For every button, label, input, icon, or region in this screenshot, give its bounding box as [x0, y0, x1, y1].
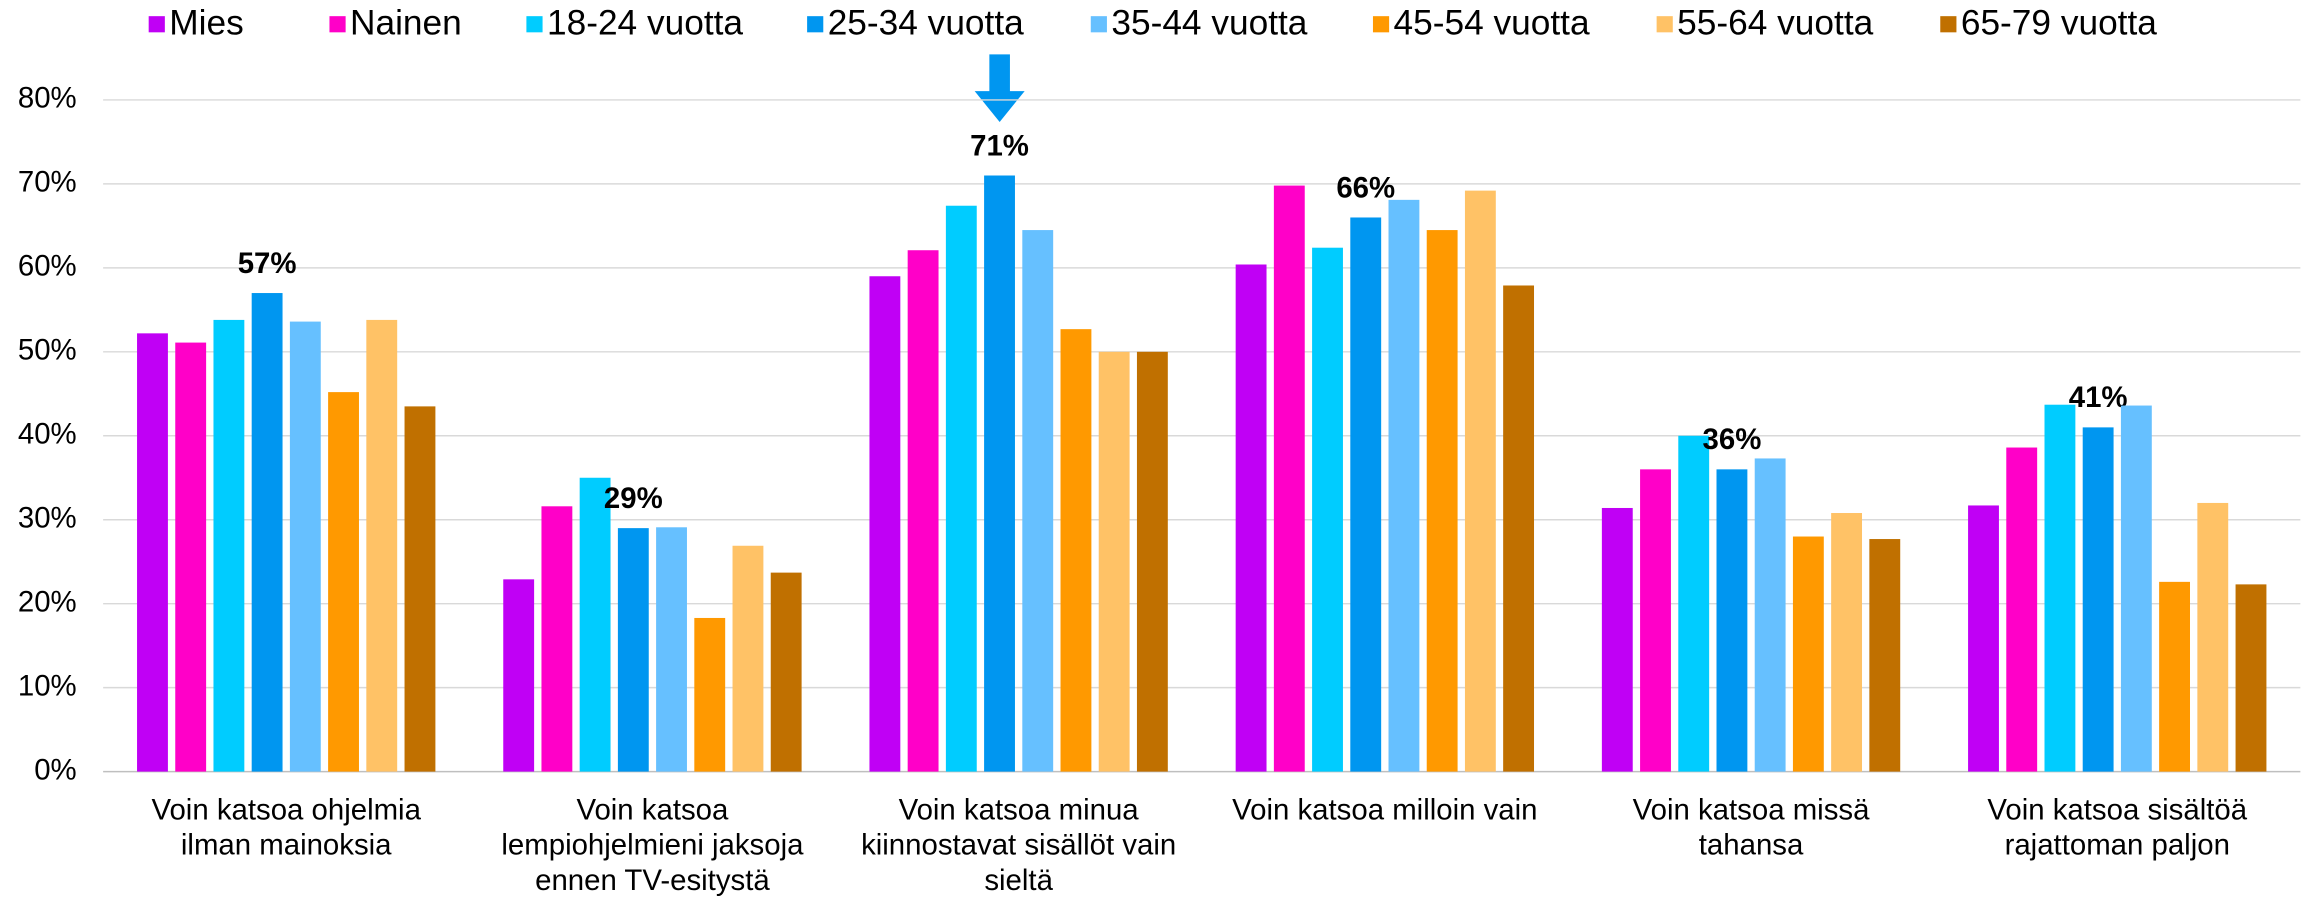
y-tick-label: 0%	[34, 753, 76, 786]
y-tick-label: 10%	[18, 669, 77, 702]
bar	[617, 528, 649, 772]
y-tick-label: 50%	[18, 334, 77, 367]
bar	[1968, 505, 1999, 772]
bar	[1831, 513, 1863, 772]
bar	[1716, 469, 1748, 772]
bar	[251, 293, 283, 772]
bar	[1273, 185, 1305, 772]
bar	[1464, 190, 1496, 772]
x-tick-label: Voin katsoa milloin vain	[1232, 793, 1537, 826]
bar	[1792, 536, 1824, 772]
bar	[541, 506, 573, 772]
data-label: 66%	[1336, 171, 1395, 204]
bar	[2082, 427, 2114, 772]
legend-label: Nainen	[350, 3, 462, 42]
legend-swatch	[1090, 16, 1107, 33]
legend-swatch	[148, 16, 165, 33]
bar	[1098, 351, 1130, 772]
x-tick-label: Voin katsoa lempiohjelmieni jaksoja ennen …	[501, 793, 804, 897]
y-tick-label: 40%	[18, 418, 77, 451]
bar	[366, 319, 398, 772]
data-label: 29%	[604, 482, 663, 515]
data-label: 36%	[1703, 423, 1762, 456]
data-label: 57%	[238, 247, 297, 280]
y-tick-label: 30%	[18, 501, 77, 534]
bar	[732, 545, 764, 772]
bar	[1678, 435, 1710, 772]
bar	[2044, 404, 2076, 772]
legend-label: Mies	[169, 3, 243, 42]
bar	[1136, 351, 1168, 772]
bar	[1426, 230, 1458, 772]
bar	[1754, 458, 1786, 772]
bar	[1350, 217, 1382, 772]
bar	[1503, 285, 1535, 772]
bar	[1060, 329, 1092, 772]
bar	[656, 527, 687, 772]
data-label: 71%	[970, 129, 1029, 162]
bar	[1601, 507, 1633, 772]
bar	[984, 175, 1015, 772]
bar	[945, 205, 977, 772]
bar	[1022, 230, 1054, 772]
x-tick-label: Voin katsoa ohjelmia ilman mainoksia	[152, 793, 422, 861]
bar	[503, 579, 535, 772]
x-tick-label: Voin katsoa minua kiinnostavat sisällöt v…	[861, 793, 1176, 897]
bar	[694, 617, 726, 772]
bar	[1312, 247, 1343, 772]
bar	[907, 250, 939, 772]
bar	[1640, 469, 1671, 772]
legend-label: 55-64 vuotta	[1677, 3, 1873, 42]
bar	[770, 572, 802, 772]
bar	[2159, 581, 2191, 772]
highlight-arrow	[974, 54, 1025, 122]
bar	[2197, 502, 2229, 772]
x-tick-label: Voin katsoa missä tahansa	[1633, 793, 1870, 861]
bar	[175, 342, 207, 772]
y-tick-label: 80%	[18, 82, 77, 115]
legend-swatch	[807, 16, 824, 33]
bar	[1388, 199, 1420, 772]
legend-swatch	[526, 16, 543, 33]
bar	[404, 406, 436, 772]
bar	[1235, 264, 1267, 772]
bar	[1869, 539, 1901, 772]
y-tick-label: 60%	[18, 250, 77, 283]
y-tick-label: 70%	[18, 166, 77, 199]
legend-swatch	[1656, 16, 1673, 33]
y-tick-label: 20%	[18, 585, 77, 618]
bar	[289, 321, 321, 772]
bar	[328, 392, 359, 772]
bar	[2006, 447, 2038, 772]
legend-label: 35-44 vuotta	[1111, 3, 1307, 42]
bar	[137, 333, 168, 772]
bar	[869, 276, 901, 772]
x-tick-label: Voin katsoa sisältöä rajattoman paljon	[1987, 793, 2247, 861]
legend-swatch	[329, 16, 346, 33]
legend-label: 65-79 vuotta	[1961, 3, 2157, 42]
bar	[2120, 405, 2152, 772]
data-label: 41%	[2069, 381, 2128, 414]
bar	[579, 477, 611, 772]
legend-swatch	[1940, 16, 1957, 33]
bar	[2235, 584, 2267, 772]
legend-label: 25-34 vuotta	[828, 3, 1024, 42]
legend-swatch	[1372, 16, 1390, 33]
bar	[213, 319, 245, 772]
legend-label: 18-24 vuotta	[547, 3, 743, 42]
legend-label: 45-54 vuotta	[1394, 3, 1590, 42]
